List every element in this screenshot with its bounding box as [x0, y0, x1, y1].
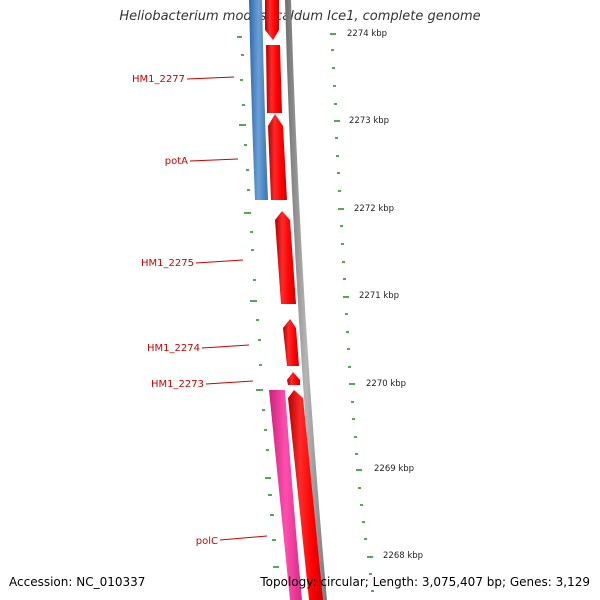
backbone-ring — [285, 0, 327, 600]
gene-arrow-4[interactable] — [275, 211, 296, 304]
gene-hm1-2277-block[interactable] — [249, 0, 268, 200]
accession-text: Accession: NC_010337 — [9, 575, 146, 589]
kbp-labels: 2274 kbp 2273 kbp 2272 kbp 2271 kbp 2270… — [347, 29, 423, 561]
gene-polc-block[interactable] — [269, 390, 302, 600]
outer-ticks — [330, 33, 374, 592]
inner-ticks — [237, 36, 279, 568]
kbp-label-2272: 2272 kbp — [354, 204, 394, 214]
gene-arrow-1[interactable] — [265, 0, 279, 40]
map-title: Heliobacterium modesticaldum Ice1, compl… — [119, 9, 481, 24]
kbp-label-2270: 2270 kbp — [366, 379, 406, 389]
gene-arrow-5[interactable] — [283, 319, 299, 366]
gene-labels: HM1_2277 potA HM1_2275 HM1_2274 HM1_2273… — [132, 74, 218, 547]
gene-arrow-6[interactable] — [287, 372, 300, 385]
gene-label-hm1-2273[interactable]: HM1_2273 — [151, 379, 204, 390]
gene-label-hm1-2277[interactable]: HM1_2277 — [132, 74, 185, 85]
kbp-label-2274: 2274 kbp — [347, 29, 387, 39]
gene-arrow-3[interactable] — [268, 114, 287, 200]
genome-summary-text: Topology: circular; Length: 3,075,407 bp… — [260, 575, 590, 589]
kbp-label-2269: 2269 kbp — [374, 464, 414, 474]
gene-label-polc[interactable]: polC — [196, 536, 218, 547]
gene-label-hm1-2274[interactable]: HM1_2274 — [147, 343, 200, 354]
kbp-label-2273: 2273 kbp — [349, 116, 389, 126]
kbp-label-2268: 2268 kbp — [383, 551, 423, 561]
kbp-label-2271: 2271 kbp — [359, 291, 399, 301]
gene-label-leaders — [186, 76, 268, 541]
gene-arrow-7[interactable] — [288, 390, 323, 600]
gene-arrow-2[interactable] — [266, 45, 282, 113]
gene-label-pota[interactable]: potA — [165, 156, 188, 167]
gene-label-hm1-2275[interactable]: HM1_2275 — [141, 258, 194, 269]
